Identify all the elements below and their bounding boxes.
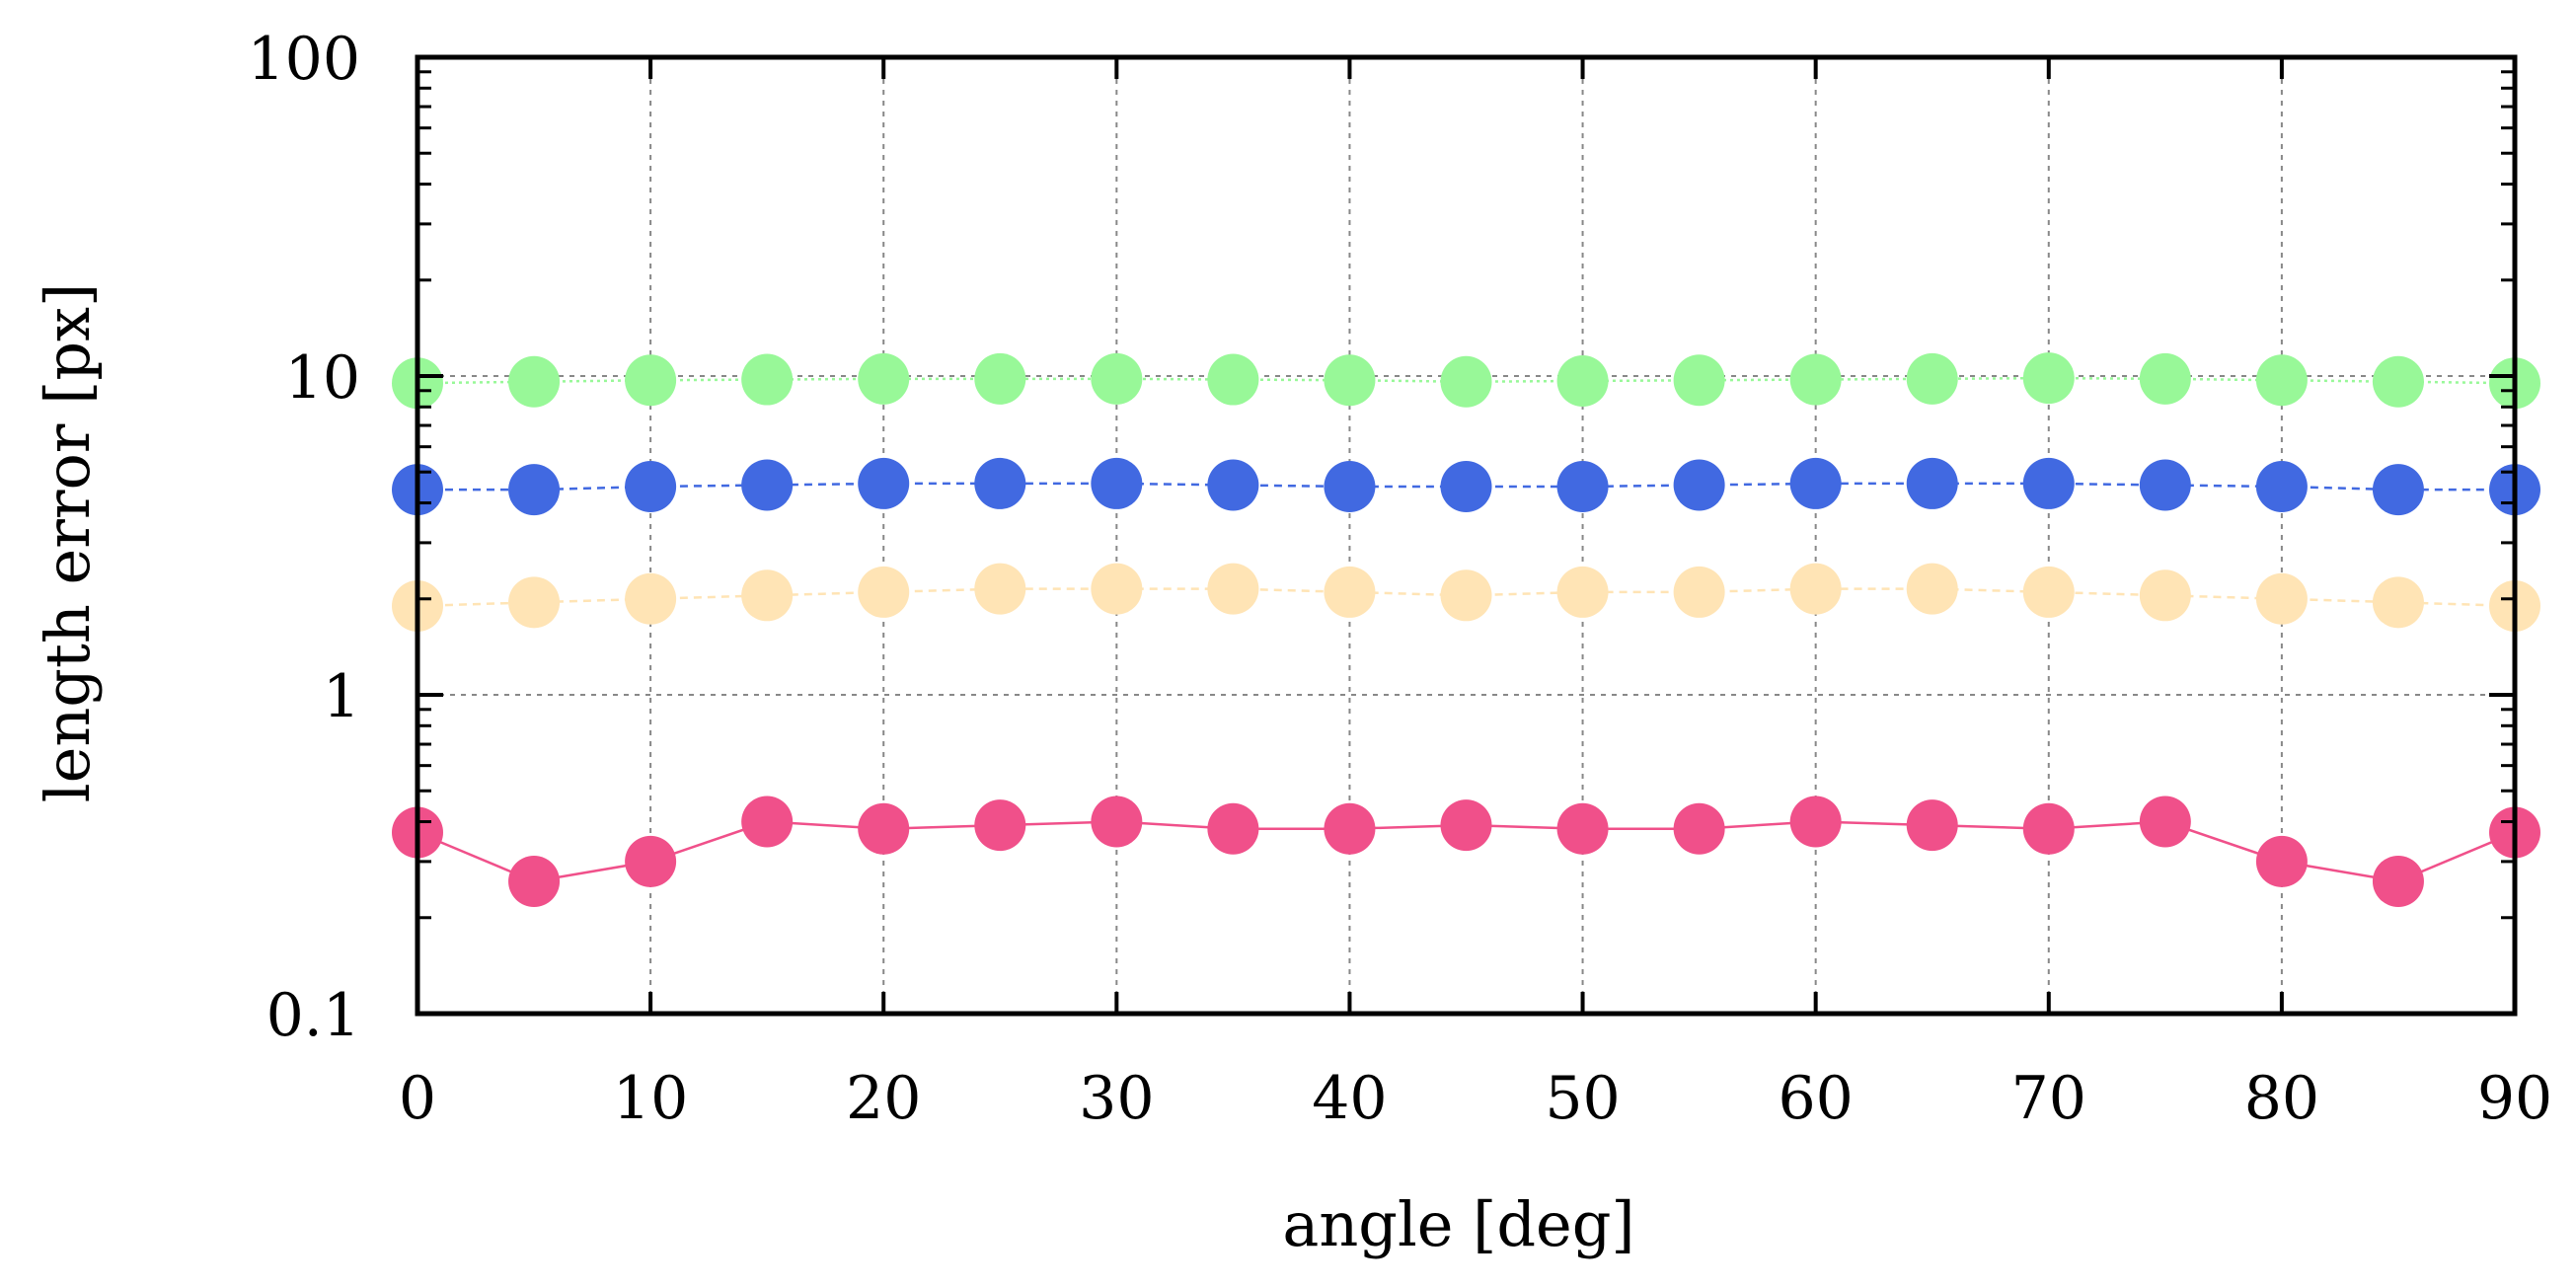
data-point-green bbox=[1906, 352, 1958, 405]
data-point-pink bbox=[1324, 802, 1376, 855]
data-point-peach bbox=[1091, 563, 1143, 615]
data-point-peach bbox=[1673, 566, 1725, 618]
y-tick-label: 0.1 bbox=[266, 981, 360, 1050]
data-point-peach bbox=[1207, 563, 1259, 615]
data-point-green bbox=[508, 355, 561, 408]
series-green bbox=[392, 352, 2540, 410]
data-point-pink bbox=[1091, 796, 1143, 848]
data-point-peach bbox=[625, 572, 677, 625]
data-point-blue bbox=[741, 459, 794, 511]
x-tick-label: 60 bbox=[1778, 1064, 1853, 1133]
y-axis-label: length error [px] bbox=[32, 283, 104, 802]
data-point-pink bbox=[2372, 855, 2424, 907]
plot-frame bbox=[415, 54, 2518, 1017]
data-point-blue bbox=[1324, 461, 1376, 513]
data-point-green bbox=[1324, 354, 1376, 407]
data-point-pink bbox=[2022, 802, 2075, 855]
data-point-blue bbox=[974, 457, 1026, 509]
x-axis-label: angle [deg] bbox=[1282, 1188, 1634, 1260]
axis-ticks bbox=[416, 55, 2517, 1016]
data-point-green bbox=[1440, 355, 1492, 408]
x-tick-label: 80 bbox=[2244, 1064, 2319, 1133]
data-point-green bbox=[1789, 353, 1842, 406]
data-point-green bbox=[858, 352, 910, 405]
data-point-blue bbox=[858, 457, 910, 509]
data-point-pink bbox=[1440, 799, 1492, 852]
data-point-pink bbox=[2255, 835, 2308, 887]
x-tick-label: 70 bbox=[2011, 1064, 2086, 1133]
data-point-peach bbox=[508, 576, 561, 629]
data-point-pink bbox=[2139, 796, 2191, 848]
x-tick-label: 40 bbox=[1312, 1064, 1387, 1133]
data-point-pink bbox=[974, 799, 1026, 852]
data-point-peach bbox=[858, 566, 910, 618]
data-point-peach bbox=[974, 563, 1026, 615]
data-point-green bbox=[1673, 354, 1725, 407]
data-point-green bbox=[741, 353, 794, 406]
data-point-green bbox=[1207, 353, 1259, 406]
x-tick-label: 20 bbox=[846, 1064, 921, 1133]
data-point-blue bbox=[1556, 461, 1609, 513]
series-peach bbox=[392, 563, 2540, 632]
x-tick-label: 10 bbox=[613, 1064, 688, 1133]
data-point-peach bbox=[1324, 566, 1376, 618]
data-point-pink bbox=[508, 855, 561, 907]
data-point-blue bbox=[2022, 457, 2075, 509]
data-point-blue bbox=[625, 461, 677, 513]
y-tick-label: 10 bbox=[285, 343, 360, 413]
y-tick-labels: 0.1 1 10 100 bbox=[247, 25, 360, 1050]
data-point-green bbox=[625, 354, 677, 407]
data-point-pink bbox=[1906, 799, 1958, 852]
x-tick-labels: 0 10 20 30 40 50 60 70 80 90 bbox=[399, 1064, 2552, 1133]
data-point-peach bbox=[741, 569, 794, 622]
data-point-pink bbox=[741, 796, 794, 848]
x-tick-label: 0 bbox=[399, 1064, 436, 1133]
data-point-pink bbox=[1673, 802, 1725, 855]
data-point-blue bbox=[1207, 459, 1259, 511]
series-pink bbox=[392, 796, 2540, 907]
data-point-blue bbox=[1789, 457, 1842, 509]
data-point-peach bbox=[1440, 569, 1492, 622]
data-point-blue bbox=[2139, 459, 2191, 511]
data-point-blue bbox=[508, 464, 561, 516]
x-tick-label: 90 bbox=[2477, 1064, 2552, 1133]
data-point-green bbox=[1556, 354, 1609, 407]
y-tick-label: 1 bbox=[323, 662, 360, 731]
series-blue bbox=[392, 457, 2540, 516]
data-point-peach bbox=[1789, 563, 1842, 615]
data-point-peach bbox=[2022, 566, 2075, 618]
data-point-pink bbox=[1789, 796, 1842, 848]
data-point-blue bbox=[2372, 464, 2424, 516]
data-point-peach bbox=[1906, 563, 1958, 615]
data-point-green bbox=[974, 352, 1026, 405]
y-tick-label: 100 bbox=[247, 25, 360, 94]
data-point-pink bbox=[625, 835, 677, 887]
data-series bbox=[392, 352, 2540, 907]
data-point-peach bbox=[2255, 572, 2308, 625]
data-point-blue bbox=[2255, 461, 2308, 513]
data-point-green bbox=[2139, 352, 2191, 405]
data-point-green bbox=[2255, 354, 2308, 407]
data-point-peach bbox=[2372, 576, 2424, 629]
x-tick-label: 50 bbox=[1545, 1064, 1620, 1133]
data-point-green bbox=[1091, 352, 1143, 405]
data-point-green bbox=[2372, 355, 2424, 408]
data-point-pink bbox=[858, 802, 910, 855]
grid-lines bbox=[417, 57, 2515, 1014]
data-point-green bbox=[2022, 352, 2075, 405]
x-tick-label: 30 bbox=[1079, 1064, 1154, 1133]
data-point-blue bbox=[1440, 461, 1492, 513]
data-point-peach bbox=[1556, 566, 1609, 618]
data-point-peach bbox=[2139, 569, 2191, 622]
data-point-blue bbox=[1091, 457, 1143, 509]
data-point-blue bbox=[1906, 457, 1958, 509]
data-point-pink bbox=[1207, 802, 1259, 855]
data-point-blue bbox=[1673, 459, 1725, 511]
data-point-pink bbox=[1556, 802, 1609, 855]
